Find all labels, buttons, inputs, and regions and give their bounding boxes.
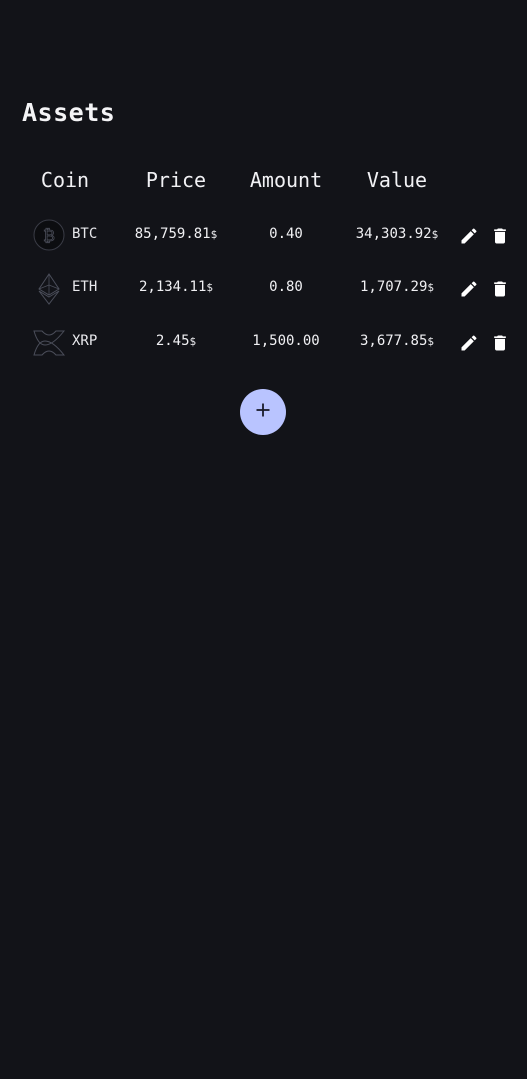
header-value: Value — [366, 168, 428, 192]
coin-amount: 0.40 — [269, 226, 303, 242]
coin-price: 2.45$ — [155, 333, 197, 349]
header-amount: Amount — [249, 168, 323, 192]
coin-symbol: ETH — [72, 279, 98, 295]
coin-amount: 1,500.00 — [252, 333, 320, 349]
delete-icon[interactable] — [489, 332, 511, 354]
coin-value: 1,707.29$ — [359, 279, 435, 295]
coin-value: 34,303.92$ — [355, 226, 439, 242]
plus-icon — [255, 402, 271, 422]
header-coin: Coin — [40, 168, 90, 192]
table-header: Coin Price Amount Value — [0, 168, 527, 196]
edit-icon[interactable] — [458, 332, 480, 354]
delete-icon[interactable] — [489, 225, 511, 247]
bitcoin-icon: ₿ — [32, 218, 66, 252]
edit-icon[interactable] — [458, 278, 480, 300]
coin-symbol: XRP — [72, 333, 98, 349]
coin-price: 85,759.81$ — [134, 226, 218, 242]
xrp-icon — [32, 325, 66, 359]
add-asset-button[interactable] — [240, 389, 286, 435]
coin-value: 3,677.85$ — [359, 333, 435, 349]
page-title: Assets — [22, 98, 116, 127]
edit-icon[interactable] — [458, 225, 480, 247]
coin-amount: 0.80 — [269, 279, 303, 295]
ethereum-icon — [32, 271, 66, 305]
table-row: XRP 2.45$ 1,500.00 3,677.85$ — [0, 322, 527, 362]
header-price: Price — [145, 168, 207, 192]
delete-icon[interactable] — [489, 278, 511, 300]
coin-price: 2,134.11$ — [138, 279, 214, 295]
table-row: ₿ BTC 85,759.81$ 0.40 34,303.92$ — [0, 215, 527, 255]
coin-symbol: BTC — [72, 226, 98, 242]
svg-text:₿: ₿ — [43, 226, 55, 245]
table-row: ETH 2,134.11$ 0.80 1,707.29$ — [0, 268, 527, 308]
